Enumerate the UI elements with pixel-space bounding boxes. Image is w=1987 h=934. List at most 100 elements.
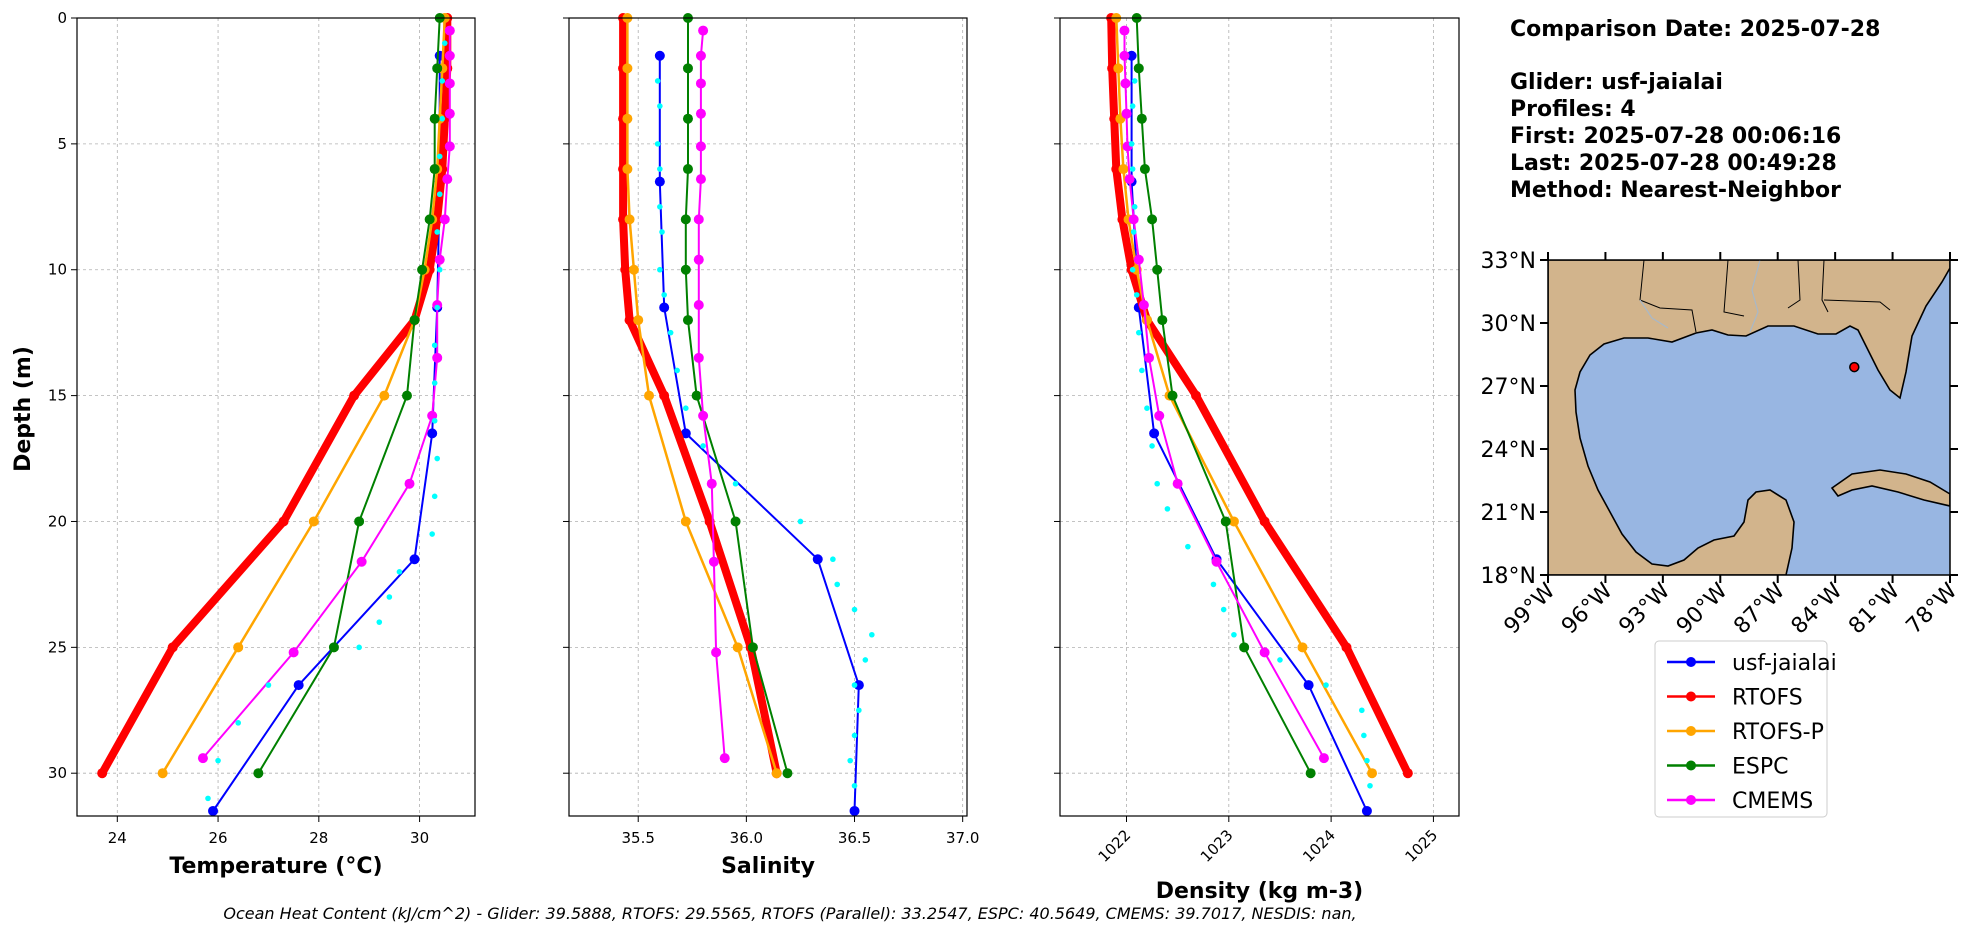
series-marker-rtofs — [167, 642, 178, 653]
raw-point-glider-raw — [657, 166, 663, 172]
series-marker-rtofs — [1402, 768, 1413, 779]
map-lat-label: 27°N — [1481, 375, 1536, 400]
series-marker-rtofs-p — [628, 264, 639, 275]
series-marker-cmems — [693, 254, 704, 265]
raw-point-glider-raw — [851, 682, 858, 688]
raw-point-glider-raw — [436, 266, 443, 273]
raw-point-glider-raw — [1129, 266, 1136, 273]
map-lon-label: 81°W — [1844, 578, 1905, 639]
series-marker-espc — [1139, 164, 1150, 175]
series-marker-espc — [328, 642, 339, 653]
raw-point-glider-raw — [667, 329, 674, 336]
raw-point-glider-raw — [434, 304, 441, 311]
profile-count: Profiles: 4 — [1510, 97, 1636, 122]
raw-point-glider-raw — [205, 795, 211, 802]
map-lon-label: 87°W — [1729, 578, 1790, 639]
series-marker-cmems — [693, 214, 704, 225]
raw-point-glider-raw — [659, 229, 665, 235]
x-tick-label: 35.5 — [622, 829, 655, 847]
raw-point-glider-raw — [661, 292, 667, 298]
series-marker-espc — [682, 113, 693, 124]
map-river — [1639, 260, 1761, 333]
raw-point-glider-raw — [1364, 757, 1370, 764]
y-tick-label: 15 — [48, 387, 67, 405]
raw-point-glider-raw — [436, 153, 443, 160]
series-marker-espc — [1147, 214, 1158, 225]
series-marker-rtofs-p — [1118, 164, 1129, 175]
series-marker-cmems — [444, 25, 455, 36]
series-line-cmems — [1123, 30, 1325, 759]
series-marker-rtofs-p — [732, 642, 743, 653]
series-marker-glider — [812, 554, 823, 565]
series-marker-cmems — [1318, 753, 1329, 764]
x-tick-label: 1025 — [1402, 826, 1442, 866]
raw-point-glider-raw — [700, 443, 706, 449]
series-marker-espc — [432, 63, 443, 74]
comparison-date: Comparison Date: 2025-07-28 — [1510, 17, 1880, 42]
series-marker-rtofs-p — [622, 113, 633, 124]
x-tick-label: 36.0 — [730, 829, 763, 847]
series-marker-cmems — [432, 352, 443, 363]
x-tick-label: 1022 — [1095, 826, 1135, 866]
raw-point-glider-raw — [1129, 166, 1136, 172]
series-marker-cmems — [695, 141, 706, 152]
series-marker-glider — [1126, 50, 1137, 61]
series-marker-glider — [654, 176, 665, 187]
series-marker-cmems — [1120, 78, 1131, 89]
series-marker-cmems — [1121, 108, 1132, 119]
series-marker-glider — [1149, 428, 1160, 439]
raw-point-glider-raw — [1185, 543, 1191, 550]
raw-point-glider-raw — [869, 631, 875, 638]
series-marker-espc — [680, 214, 691, 225]
series-marker-espc — [691, 390, 702, 401]
series-marker-espc — [429, 113, 440, 124]
location-map: 33°N30°N27°N24°N21°N18°N99°W96°W93°W90°W… — [1481, 249, 1963, 639]
map-lon-label: 96°W — [1557, 578, 1618, 639]
series-marker-rtofs — [1341, 642, 1352, 653]
series-marker-glider — [680, 428, 691, 439]
raw-point-glider-raw — [1131, 204, 1138, 210]
series-line-cmems — [697, 30, 726, 759]
glider-name: Glider: usf-jaialai — [1510, 70, 1723, 95]
legend-marker-rtofs — [1686, 691, 1696, 702]
series-marker-espc — [1152, 264, 1163, 275]
raw-point-glider-raw — [235, 720, 242, 726]
raw-point-glider-raw — [215, 757, 221, 764]
series-marker-rtofs — [1191, 390, 1202, 401]
series-marker-rtofs-p — [771, 768, 782, 779]
raw-point-glider-raw — [1210, 581, 1217, 588]
map-lat-label: 18°N — [1481, 564, 1536, 589]
series-marker-cmems — [708, 556, 719, 567]
series-marker-glider — [654, 50, 665, 61]
raw-point-glider-raw — [431, 417, 438, 424]
series-marker-rtofs-p — [622, 164, 633, 175]
series-marker-rtofs — [97, 768, 108, 779]
series-marker-cmems — [444, 50, 455, 61]
series-marker-espc — [680, 264, 691, 275]
series-marker-glider — [208, 805, 219, 816]
series-marker-rtofs — [1259, 516, 1270, 527]
info-block: Comparison Date: 2025-07-28 Glider: usf-… — [1510, 17, 1880, 203]
x-tick-label: 30 — [410, 829, 429, 847]
legend-frame — [1654, 640, 1828, 818]
raw-point-glider-raw — [396, 569, 403, 575]
series-marker-rtofs — [349, 390, 360, 401]
series-marker-cmems — [1138, 299, 1149, 310]
x-tick-label: 24 — [108, 829, 127, 847]
axes-frame — [568, 17, 968, 817]
series-marker-espc — [1136, 113, 1147, 124]
series-marker-rtofs — [278, 516, 289, 527]
raw-point-glider-raw — [1164, 506, 1171, 512]
series-marker-rtofs-p — [622, 63, 633, 74]
series-marker-cmems — [1172, 478, 1183, 489]
salinity-panel: 35.5 36.0 36.5 37.0 Salinity — [563, 13, 979, 879]
series-marker-rtofs-p — [1228, 516, 1239, 527]
map-land-cuba — [1830, 469, 1950, 507]
series-marker-cmems — [698, 25, 709, 36]
x-tick-label: 1024 — [1299, 826, 1339, 866]
map-frame — [1547, 259, 1951, 576]
map-lon-label: 78°W — [1902, 578, 1963, 639]
raw-point-glider-raw — [851, 606, 858, 613]
raw-point-glider-raw — [732, 480, 739, 487]
